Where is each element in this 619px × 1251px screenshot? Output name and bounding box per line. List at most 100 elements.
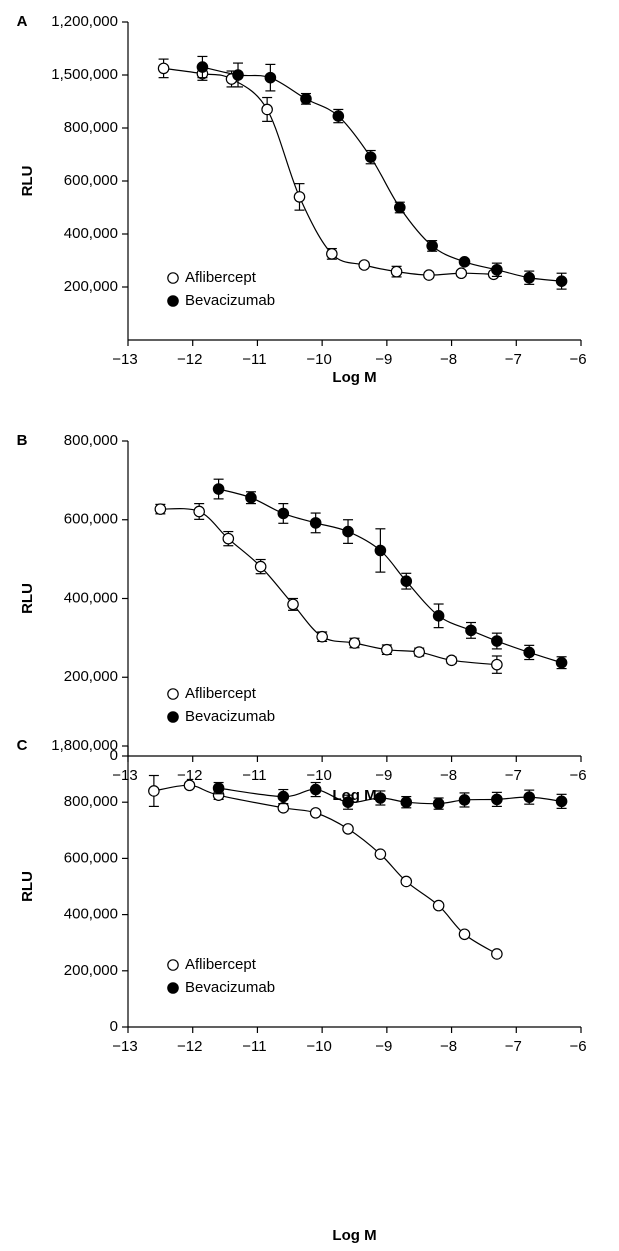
data-point <box>523 791 536 803</box>
data-point <box>364 151 377 163</box>
data-point <box>261 103 273 116</box>
x-tick-label: −8 <box>440 1038 457 1055</box>
fit-curve <box>160 508 497 666</box>
data-point <box>523 271 536 284</box>
fit-curve <box>153 784 498 955</box>
y-axis-title: RLU <box>19 583 36 614</box>
x-axis-title: Log M <box>332 787 376 804</box>
y-tick-label: 400,000 <box>64 225 118 242</box>
y-tick-label: 200,000 <box>64 668 118 685</box>
data-point <box>374 792 387 804</box>
y-tick-label: 0 <box>110 747 118 764</box>
fit-curve <box>218 787 562 805</box>
fit-curve <box>202 66 562 282</box>
data-point <box>491 948 503 960</box>
x-tick-label: −10 <box>306 1038 331 1055</box>
y-tick-label: 200,000 <box>64 962 118 979</box>
data-point <box>196 61 209 73</box>
data-point <box>332 110 345 122</box>
legend-marker <box>167 295 179 307</box>
data-point <box>413 646 426 658</box>
y-tick-label: 800,000 <box>64 432 118 449</box>
x-tick-label: −12 <box>177 767 202 784</box>
data-point <box>264 71 277 84</box>
data-point <box>374 544 387 557</box>
x-tick-label: −13 <box>112 767 137 784</box>
data-point <box>393 201 406 214</box>
data-point <box>342 525 354 538</box>
legend-marker <box>167 711 179 723</box>
data-point <box>342 823 354 835</box>
data-point <box>300 93 312 105</box>
y-tick-label: 600,000 <box>64 849 118 866</box>
data-point <box>458 256 471 268</box>
data-point <box>374 848 387 860</box>
data-point <box>491 658 503 671</box>
x-tick-label: −11 <box>242 1038 266 1055</box>
y-tick-label: 400,000 <box>64 589 118 606</box>
data-point <box>232 69 244 81</box>
data-point <box>400 796 413 808</box>
data-point <box>148 785 160 797</box>
data-point <box>309 517 322 529</box>
legend-label: Bevacizumab <box>185 708 275 725</box>
y-tick-label: 1,800,000 <box>51 737 118 754</box>
legend-marker <box>167 272 179 284</box>
x-tick-label: −11 <box>242 767 266 784</box>
data-point <box>523 646 536 659</box>
y-tick-label: 200,000 <box>64 278 118 295</box>
data-point <box>432 797 445 810</box>
data-point <box>400 575 413 587</box>
x-tick-label: −12 <box>177 1038 202 1055</box>
data-point <box>183 779 196 792</box>
data-point <box>157 62 170 75</box>
y-tick-label: 800,000 <box>64 793 118 810</box>
data-point <box>212 782 225 794</box>
data-point <box>455 267 468 280</box>
legend-label: Aflibercept <box>185 269 257 286</box>
data-point <box>432 610 445 622</box>
y-tick-label: 600,000 <box>64 172 118 189</box>
data-point <box>309 807 322 819</box>
x-tick-label: −7 <box>505 351 522 368</box>
panel: C 0 200,000 400,000 600,000 800,000 1,800,000 −… <box>17 737 587 1244</box>
panel-label: B <box>17 432 28 449</box>
data-point <box>555 656 568 669</box>
x-tick-label: −11 <box>242 351 266 368</box>
data-point <box>458 794 471 806</box>
x-tick-label: −6 <box>569 767 586 784</box>
x-tick-label: −13 <box>112 1038 137 1055</box>
legend-marker <box>167 959 179 971</box>
x-tick-label: −10 <box>306 767 331 784</box>
panel-label: C <box>17 737 28 754</box>
data-point <box>293 191 306 203</box>
data-point <box>254 560 267 573</box>
legend-label: Aflibercept <box>185 685 257 702</box>
data-point <box>342 796 354 808</box>
y-tick-label: 600,000 <box>64 511 118 528</box>
data-point <box>465 624 477 637</box>
data-point <box>287 598 299 611</box>
x-tick-label: −9 <box>375 1038 392 1055</box>
data-point <box>277 507 290 520</box>
data-point <box>316 630 328 643</box>
panel: A 200,000 400,000 600,000 800,000 1,500,000 1,… <box>17 13 587 386</box>
x-tick-label: −8 <box>440 767 457 784</box>
x-axis-title: Log M <box>332 369 376 386</box>
data-point <box>390 265 403 278</box>
data-point <box>400 875 413 888</box>
x-tick-label: −7 <box>505 767 522 784</box>
legend-label: Bevacizumab <box>185 979 275 996</box>
data-point <box>458 928 471 941</box>
data-point <box>193 505 205 518</box>
data-point <box>358 259 371 271</box>
y-axis-title: RLU <box>19 166 36 197</box>
x-tick-label: −9 <box>375 767 392 784</box>
x-tick-label: −6 <box>569 1038 586 1055</box>
data-point <box>491 793 503 806</box>
data-point <box>426 240 438 252</box>
x-tick-label: −13 <box>112 351 137 368</box>
fit-curve <box>163 67 494 276</box>
data-point <box>491 263 503 276</box>
